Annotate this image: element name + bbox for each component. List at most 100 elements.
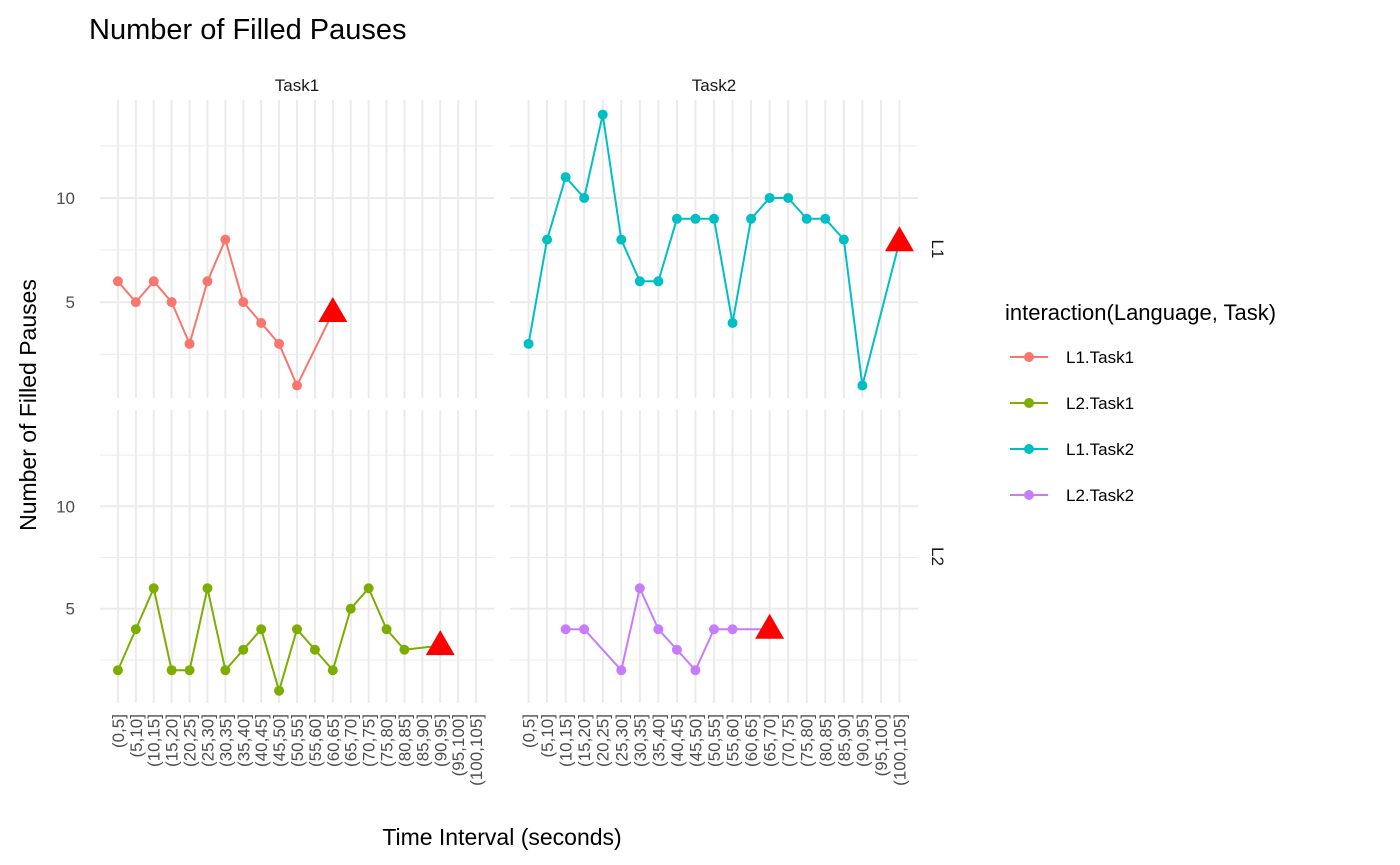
legend-label: L2.Task2 [1066,486,1134,505]
y-axis-title: Number of Filled Pauses [15,279,41,531]
data-point [327,665,338,676]
y-tick-label: 5 [66,600,75,619]
data-point [130,297,141,308]
data-point [616,234,627,245]
data-point [634,583,645,594]
triangle-marker [425,630,455,656]
data-point [727,624,738,635]
series-line [116,585,441,695]
data-point [381,624,392,635]
data-point [690,213,701,224]
x-tick-label: (90,95] [853,714,872,767]
legend-entry-L1.Task2: L1.Task2 [1010,440,1134,459]
x-tick-label: (25,30] [612,714,631,767]
x-tick-label: (20,25] [181,714,200,767]
x-tick-label: (0,5] [520,714,539,748]
x-tick-label: (75,80] [798,714,817,767]
data-point [220,665,231,676]
legend-entry-L2.Task1: L2.Task1 [1010,394,1134,413]
data-point [801,213,812,224]
x-tick-label: (60,65] [742,714,761,767]
series-L2.Task1 [112,583,455,696]
data-point [202,276,213,287]
data-point [274,685,285,696]
x-tick-label: (85,90] [835,714,854,767]
series-L1.Task2 [523,109,914,391]
legend-label: L1.Task1 [1066,348,1134,367]
legend-label: L1.Task2 [1066,440,1134,459]
panel-L2-Task2 [510,410,918,703]
data-point [709,213,719,224]
data-point [399,644,410,655]
series-L2.Task2 [560,583,785,676]
x-tick-label: (55,60] [724,714,743,767]
data-point [634,276,645,287]
x-tick-label: (65,70] [342,714,361,767]
x-tick-label: (0,5] [109,714,128,748]
legend: interaction(Language, Task) L1.Task1 L2.T… [1005,300,1276,505]
data-point [671,213,682,224]
legend-key-point [1024,352,1034,362]
data-point [238,644,249,655]
x-tick-label: (15,20] [575,714,594,767]
data-point [560,624,571,635]
x-tick-label: (30,35] [216,714,235,767]
x-tick-label: (45,50] [270,714,289,767]
data-point [764,192,775,203]
data-point [616,665,627,676]
data-point [746,213,757,224]
data-point [292,380,302,391]
x-tick-label: (35,40] [649,714,668,767]
x-tick-label: (70,75] [360,714,379,767]
chart-title: Number of Filled Pauses [89,14,407,46]
series-L1.Task1 [112,234,348,391]
x-tick-label: (5,10] [127,714,146,757]
x-tick-label: (10,15] [145,714,164,767]
data-point [202,583,213,594]
x-tick-label: (80,85] [395,714,414,767]
data-point [579,192,590,203]
x-axis-title: Time Interval (seconds) [382,824,621,850]
data-point [184,338,195,349]
x-tick-label: (15,20] [163,714,182,767]
legend-key-point [1024,398,1034,408]
x-axis-ticks: (0,5](5,10](10,15](15,20](20,25](25,30](… [109,714,910,786]
data-point [256,624,267,635]
facet-strips: Task1 Task2 L1 L2 [275,76,947,566]
data-point [560,172,571,183]
y-tick-label: 5 [66,293,75,312]
legend-key-point [1024,490,1034,500]
legend-key-point [1024,444,1034,454]
data-point [166,665,177,676]
data-point [579,624,590,635]
legend-entry-L2.Task2: L2.Task2 [1010,486,1134,505]
x-tick-label: (45,50] [686,714,705,767]
strip-label-L1: L1 [928,240,947,259]
data-point [542,234,553,245]
x-tick-label: (30,35] [631,714,650,767]
data-point [166,297,177,308]
data-point [653,624,664,635]
data-point [597,109,608,120]
data-point [709,624,719,635]
x-tick-label: (95,100] [872,714,891,776]
x-tick-label: (25,30] [198,714,217,767]
x-tick-label: (65,70] [761,714,780,767]
data-point [220,234,231,245]
data-point [523,338,534,349]
strip-label-Task1: Task1 [275,76,319,95]
y-tick-label: 10 [56,189,75,208]
data-point [112,276,123,287]
x-tick-label: (85,90] [413,714,432,767]
x-tick-label: (50,55] [288,714,307,767]
x-tick-label: (50,55] [705,714,724,767]
facet-panels [100,100,918,703]
y-tick-label: 10 [56,497,75,516]
data-point [292,624,302,635]
legend-entry-L1.Task1: L1.Task1 [1010,348,1134,367]
data-point [256,317,267,328]
data-point [309,644,320,655]
chart-marks [112,109,914,696]
data-point [363,583,374,594]
data-point [148,276,159,287]
